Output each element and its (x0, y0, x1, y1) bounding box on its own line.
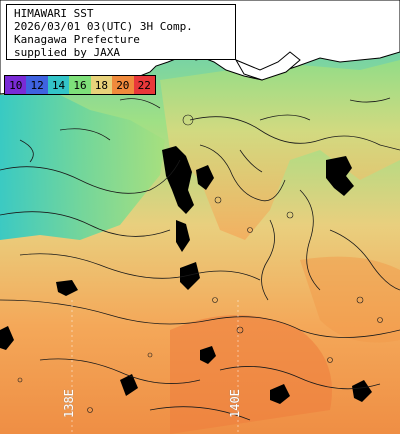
legend-swatch: 12 (26, 76, 48, 94)
cool-water-bay (160, 60, 400, 240)
info-box: HIMAWARI SST 2026/03/01 03(UTC) 3H Comp.… (6, 4, 236, 60)
info-datetime: 2026/03/01 03(UTC) 3H Comp. (14, 20, 193, 33)
info-title: HIMAWARI SST (14, 7, 94, 20)
temperature-legend: 10 12 14 16 18 20 22 (4, 75, 156, 95)
legend-swatch: 10 (5, 76, 27, 94)
lon-label-138e: 138E (62, 389, 76, 418)
info-credit: supplied by JAXA (14, 46, 120, 59)
legend-swatch: 22 (133, 76, 155, 94)
graticule (71, 300, 239, 434)
cool-water-west (0, 95, 165, 240)
land-peninsula (234, 51, 301, 81)
warm-water-south (170, 315, 332, 434)
legend-swatch: 14 (47, 76, 70, 94)
legend-swatch: 16 (69, 76, 91, 94)
sst-contours (0, 97, 400, 421)
info-region: Kanagawa Prefecture (14, 33, 140, 46)
speckle-noise (17, 114, 383, 413)
legend-swatch: 20 (112, 76, 134, 94)
cloud-mask (0, 146, 372, 404)
legend-swatch: 18 (90, 76, 113, 94)
lon-label-140e: 140E (228, 389, 242, 418)
warm-water-east (300, 256, 400, 343)
